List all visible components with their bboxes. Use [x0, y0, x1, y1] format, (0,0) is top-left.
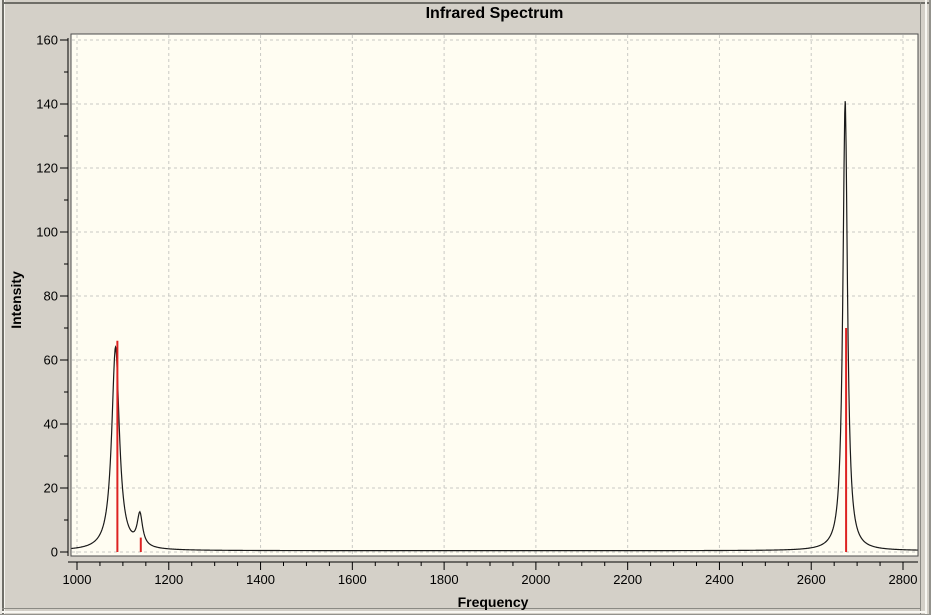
x-tick-label: 2000 — [521, 572, 550, 587]
window-frame-left-dark — [2, 0, 4, 615]
window-frame-right-inner — [920, 2, 921, 615]
x-tick-label: 1400 — [246, 572, 275, 587]
y-tick-label: 60 — [44, 353, 58, 368]
window-frame-left-light — [4, 0, 5, 615]
x-tick-label: 2400 — [705, 572, 734, 587]
y-tick-label: 80 — [44, 289, 58, 304]
y-tick-label: 140 — [36, 97, 58, 112]
x-tick-label: 2800 — [889, 572, 918, 587]
window-frame-right-outer — [929, 0, 931, 615]
chart-title: Infrared Spectrum — [425, 5, 564, 22]
window-frame-right-light — [925, 0, 927, 615]
y-tick-label: 20 — [44, 481, 58, 496]
x-axis-label: Frequency — [457, 594, 529, 610]
plot-border — [70, 33, 919, 557]
x-tick-label: 2600 — [797, 572, 826, 587]
window-frame-left-outer — [0, 0, 2, 615]
y-tick-label: 160 — [36, 33, 58, 48]
window-frame-top-dark — [2, 2, 931, 4]
window-frame-bottom-inner — [2, 608, 921, 609]
x-tick-label: 1000 — [63, 572, 92, 587]
x-tick-label: 1200 — [154, 572, 183, 587]
plot-background[interactable] — [71, 34, 918, 556]
y-tick-label: 120 — [36, 161, 58, 176]
spectrum-envelope-line — [70, 101, 918, 552]
x-tick-label: 1600 — [338, 572, 367, 587]
y-tick-label: 40 — [44, 417, 58, 432]
x-tick-label: 2200 — [613, 572, 642, 587]
y-tick-label: 100 — [36, 225, 58, 240]
y-tick-label: 0 — [51, 545, 58, 560]
window-frame-bottom-light — [2, 611, 927, 613]
x-tick-label: 1800 — [430, 572, 459, 587]
